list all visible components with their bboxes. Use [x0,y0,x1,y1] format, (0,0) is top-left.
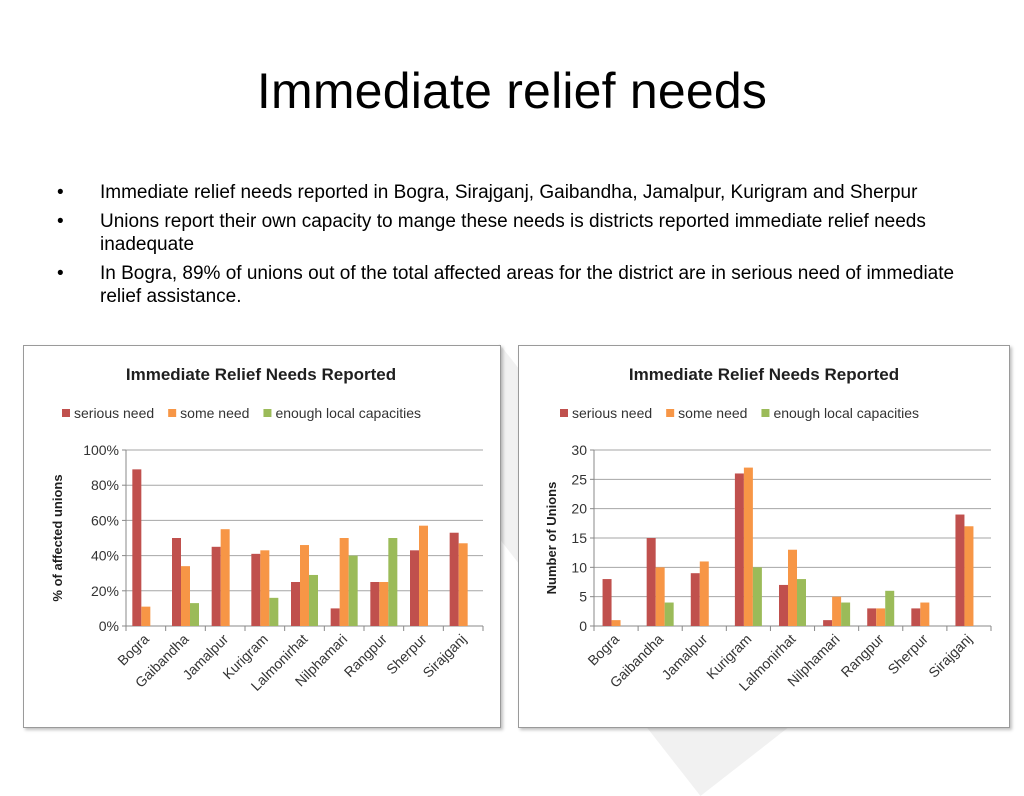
x-tick-label: Jamalpur [658,631,710,683]
bar [330,608,340,626]
legend-label: some need [180,405,249,421]
y-tick-label: 60% [91,512,119,528]
bar [458,543,468,626]
chart-title: Immediate Relief Needs Reported [126,365,396,384]
bar [291,582,300,626]
y-tick-label: 30 [571,442,587,458]
bar [309,574,318,626]
bar [823,620,833,626]
bar [646,538,656,626]
x-tick-label: Sirajganj [419,631,469,681]
bar [602,579,612,626]
bar [339,538,349,626]
bar [181,566,190,626]
bar [132,469,142,626]
bar [867,608,877,626]
x-tick-label: Rangpur [838,631,888,681]
bar [699,561,709,626]
y-tick-label: 100% [83,442,119,458]
bar [379,582,389,626]
bar [220,529,230,626]
bar [410,550,419,626]
bar [611,620,621,626]
legend-swatch [666,409,675,417]
bar [172,538,181,626]
bullet-item: • In Bogra, 89% of unions out of the tot… [57,262,977,309]
bullet-dot-icon: • [57,262,64,284]
legend-swatch [761,409,770,417]
y-tick-label: 20% [91,583,119,599]
y-tick-label: 5 [579,589,587,605]
x-tick-label: Bogra [114,631,152,669]
legend-label: enough local capacities [275,405,421,421]
y-tick-label: 15 [571,530,587,546]
legend-label: serious need [572,405,652,421]
bar [388,538,398,626]
bar [779,584,788,626]
bar [797,579,806,626]
bullet-text: Immediate relief needs reported in Bogra… [100,182,918,203]
slide-title: Immediate relief needs [256,63,768,119]
bar [655,567,665,626]
legend-label: serious need [74,405,154,421]
bar [664,602,674,626]
bar [211,546,221,626]
bar [141,606,151,626]
bullet-dot-icon: • [57,210,64,232]
legend-swatch [168,409,177,417]
bar [269,597,279,626]
bar [734,473,744,626]
percent-chart-panel: Immediate Relief Needs Reported serious n… [23,345,501,728]
bar [876,608,886,626]
y-axis-label: % of affected unions [50,474,65,601]
y-tick-label: 0 [579,618,587,634]
bar [911,608,921,626]
bar [300,545,309,626]
x-tick-label: Bogra [584,631,622,669]
bar [743,467,753,626]
bar [348,555,358,626]
legend-swatch [560,409,568,417]
legend-swatch [62,409,70,417]
bullet-item: • Immediate relief needs reported in Bog… [57,181,977,205]
y-axis-label: Number of Unions [544,482,559,595]
bar [251,553,261,626]
legend-label: enough local capacities [773,405,919,421]
bar [419,525,428,626]
bullet-dot-icon: • [57,182,64,203]
x-tick-label: Sirajganj [925,631,975,681]
bullet-text: In Bogra, 89% of unions out of the total… [100,262,955,308]
bar [832,596,842,626]
y-tick-label: 20 [571,501,587,517]
y-tick-label: 0% [99,618,119,634]
y-tick-label: 10 [571,559,587,575]
y-tick-label: 40% [91,548,119,564]
bullet-text: Unions report their own capacity to mang… [100,210,926,256]
bar [885,590,895,626]
bar [260,550,270,626]
x-tick-label: Sherpur [884,631,931,678]
chart-title: Immediate Relief Needs Reported [629,365,899,384]
bar [920,602,930,626]
bar [841,602,851,626]
x-tick-label: Rangpur [341,631,391,681]
count-chart-svg: Immediate Relief Needs Reported serious n… [544,365,992,694]
bar [964,526,974,626]
bar [370,582,380,626]
y-tick-label: 25 [571,471,587,487]
bar [788,549,797,626]
count-chart-panel: Immediate Relief Needs Reported serious n… [518,345,1010,728]
bullet-item: • Unions report their own capacity to ma… [57,210,977,257]
bar [955,514,965,626]
bar [752,567,762,626]
bullet-list: • Immediate relief needs reported in Bog… [57,181,977,314]
y-tick-label: 80% [91,477,119,493]
legend-label: some need [678,405,747,421]
percent-chart-svg: Immediate Relief Needs Reported serious n… [50,365,484,694]
bar [449,532,459,626]
legend-swatch [263,409,272,417]
bar [690,573,700,626]
bar [190,603,199,626]
